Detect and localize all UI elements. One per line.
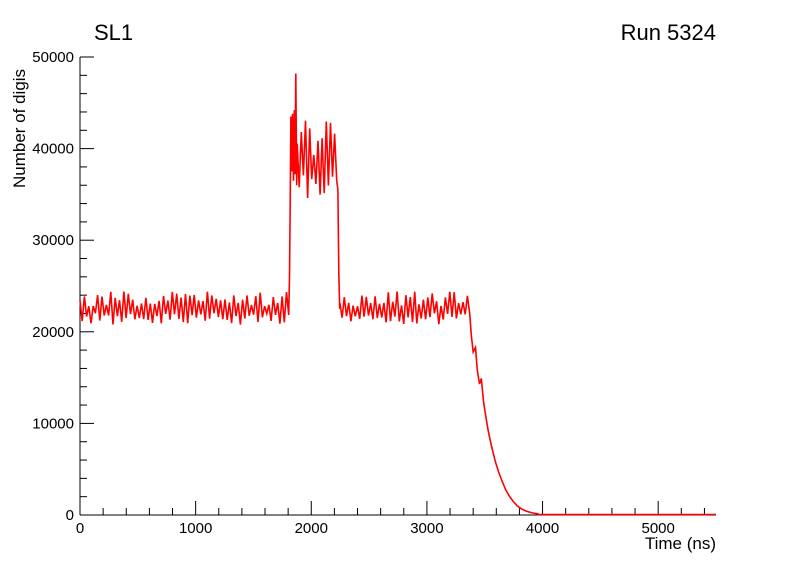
y-tick-label: 0 <box>66 507 74 524</box>
y-tick-label: 50000 <box>32 49 74 66</box>
x-tick-label: 3000 <box>410 520 443 537</box>
histogram-line <box>79 73 716 516</box>
y-tick-label: 40000 <box>32 141 74 158</box>
x-tick-label: 2000 <box>295 520 328 537</box>
axes: 0 1000 2000 3000 4000 50000100002000030000400… <box>32 49 716 537</box>
y-tick-label: 10000 <box>32 415 74 432</box>
y-tick-label: 30000 <box>32 232 74 249</box>
histogram-title: SL1 <box>94 20 134 45</box>
x-tick-label: 5000 <box>641 520 674 537</box>
x-tick-label: 4000 <box>526 520 559 537</box>
run-number-label: Run 5324 <box>620 20 716 45</box>
x-axis-title: Time (ns) <box>644 534 716 553</box>
series-group <box>79 73 716 516</box>
x-tick-label: 1000 <box>179 520 212 537</box>
y-tick-label: 20000 <box>32 324 74 341</box>
x-tick-label: 0 <box>76 520 84 537</box>
